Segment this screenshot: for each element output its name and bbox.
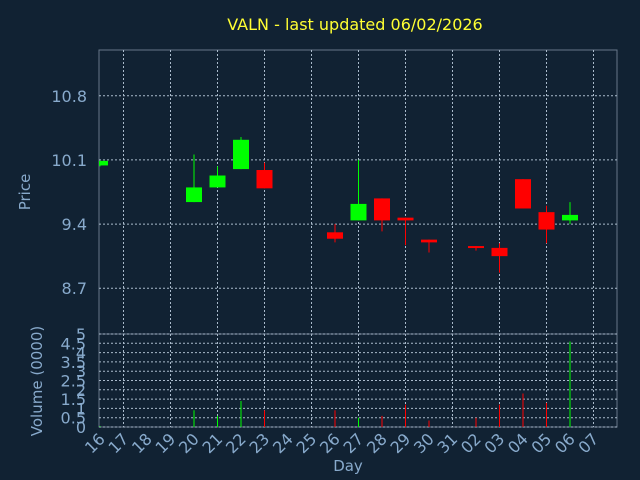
volume-tick-label: 3.5 bbox=[61, 353, 86, 372]
candlestick-series bbox=[99, 137, 578, 273]
x-axis-label: Day bbox=[333, 457, 363, 475]
candle-body bbox=[538, 212, 555, 230]
price-y-axis: 8.7 9.4 10.1 10.8 bbox=[51, 87, 87, 298]
candle-body bbox=[256, 170, 273, 189]
volume-axis-label: Volume (0000) bbox=[28, 326, 46, 436]
volume-tick-label: 5 bbox=[76, 325, 86, 344]
candle-body bbox=[515, 179, 531, 209]
price-tick-label: 10.1 bbox=[51, 151, 87, 170]
candle-body bbox=[99, 160, 108, 166]
volume-tick-label: 0 bbox=[76, 418, 86, 437]
x-tick-label: 07 bbox=[574, 429, 602, 457]
candle-body bbox=[233, 139, 249, 170]
volume-tick-label: 3 bbox=[76, 362, 86, 381]
volume-y-axis: 00.511.522.533.544.55 bbox=[61, 325, 86, 437]
candle-body bbox=[209, 175, 226, 188]
candle-body bbox=[562, 214, 578, 221]
candle-body bbox=[397, 217, 414, 221]
volume-tick-label: 2 bbox=[76, 381, 86, 400]
volume-series bbox=[99, 341, 571, 427]
volume-tick-label: 4.5 bbox=[61, 334, 86, 353]
price-axis-label: Price bbox=[16, 174, 34, 211]
price-tick-label: 10.8 bbox=[51, 87, 87, 106]
x-axis: 1617181920212223242526272829303102030405… bbox=[81, 429, 602, 457]
volume-tick-label: 1 bbox=[76, 399, 86, 418]
price-tick-label: 9.4 bbox=[62, 215, 87, 234]
volume-tick-label: 1.5 bbox=[61, 390, 86, 409]
candle-body bbox=[350, 203, 367, 221]
price-tick-label: 8.7 bbox=[62, 279, 87, 298]
candle-body bbox=[374, 198, 390, 221]
price-grid bbox=[99, 50, 617, 334]
candle-body bbox=[468, 246, 484, 249]
candle-body bbox=[327, 232, 343, 239]
candle-body bbox=[421, 239, 437, 243]
candle-body bbox=[491, 247, 508, 257]
chart-title: VALN - last updated 06/02/2026 bbox=[227, 15, 482, 34]
volume-tick-label: 2.5 bbox=[61, 372, 86, 391]
candle-body bbox=[186, 187, 202, 203]
volume-tick-label: 4 bbox=[76, 344, 86, 363]
volume-tick-label: 0.5 bbox=[61, 409, 86, 428]
